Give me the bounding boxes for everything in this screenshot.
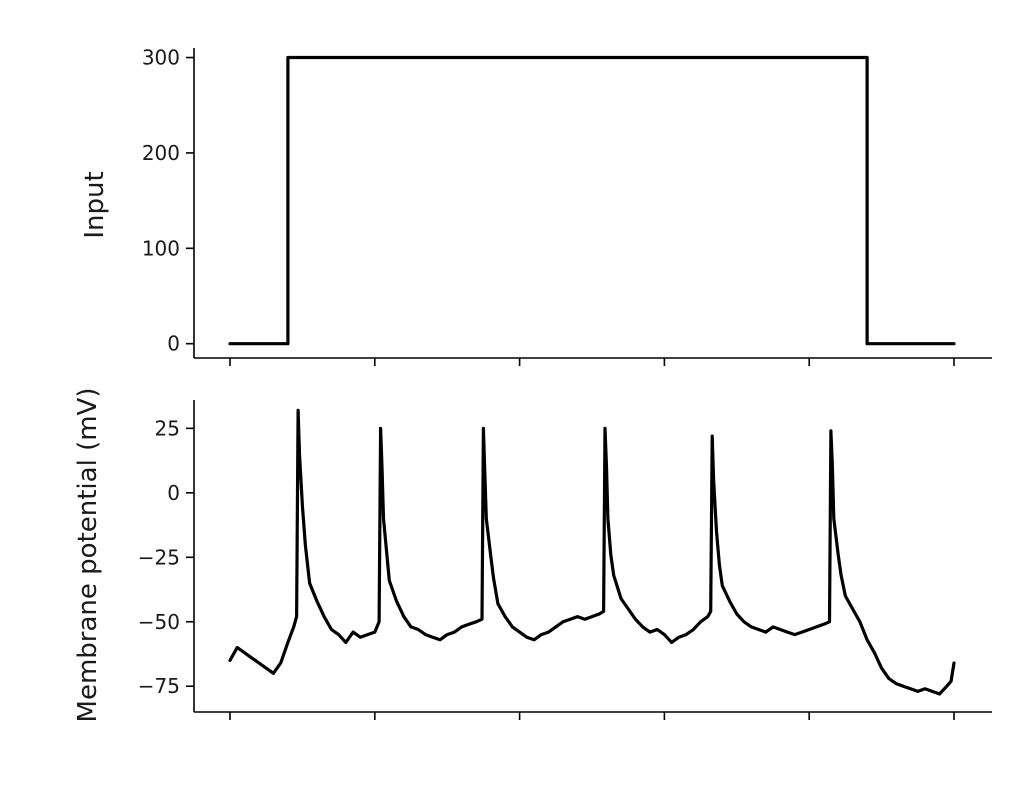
membrane-potential-trace <box>228 408 956 696</box>
input-y-tick-label: 0 <box>167 332 180 356</box>
membrane-x-ticks <box>229 712 955 720</box>
membrane-y-tick-label: −75 <box>138 674 180 698</box>
membrane-y-tick-label: −25 <box>138 545 180 569</box>
input-y-axis-label: Input <box>80 171 110 238</box>
input-y-ticks: 0 100 200 300 <box>142 46 194 356</box>
input-y-tick-label: 200 <box>142 141 180 165</box>
membrane-y-ticks: −75 −50 −25 0 25 <box>138 416 194 698</box>
input-panel: 0 100 200 300 Input <box>80 46 992 366</box>
membrane-y-tick-label: 0 <box>167 481 180 505</box>
membrane-y-tick-label: 25 <box>155 416 180 440</box>
input-trace <box>228 55 956 346</box>
input-y-tick-label: 100 <box>142 236 180 260</box>
input-x-ticks <box>229 358 955 366</box>
membrane-panel: −75 −50 −25 0 25 Membrane potential (mV) <box>73 388 992 723</box>
membrane-y-axis-label: Membrane potential (mV) <box>73 388 103 723</box>
membrane-y-tick-label: −50 <box>138 610 180 634</box>
input-y-tick-label: 300 <box>142 46 180 70</box>
